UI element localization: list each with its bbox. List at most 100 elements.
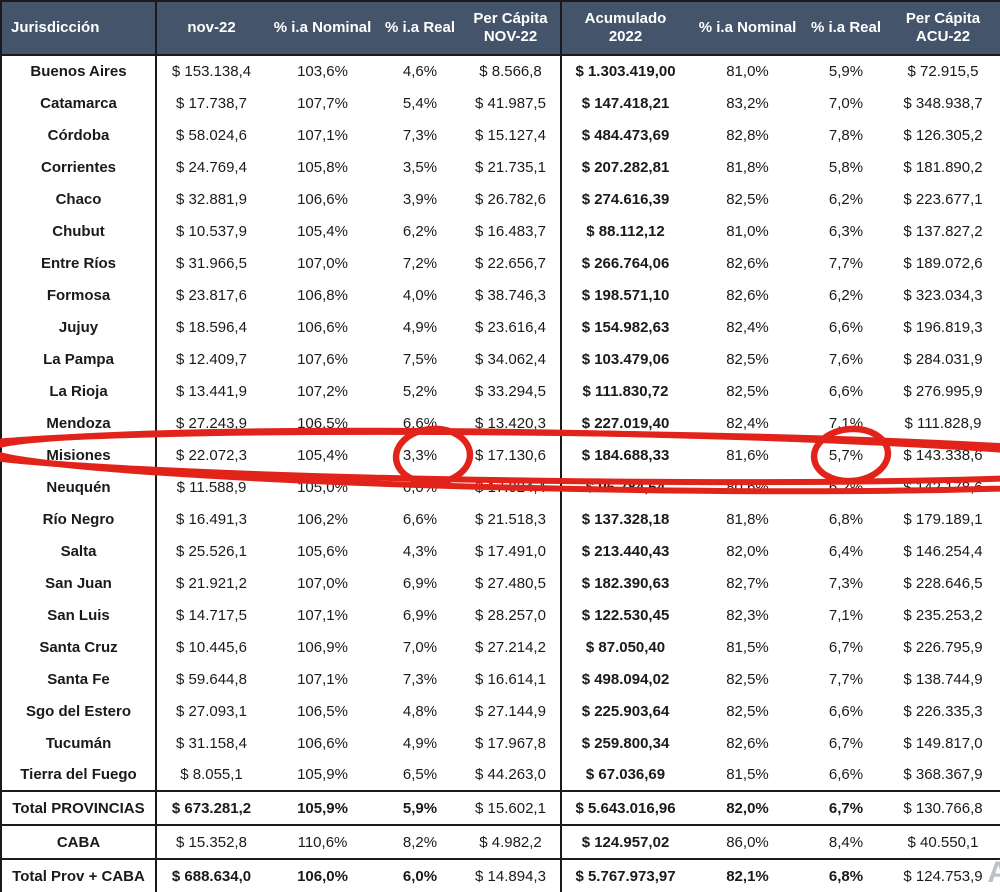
table-cell: $ 59.644,8 xyxy=(176,670,247,688)
table-cell: $ 27.214,2 xyxy=(461,631,562,663)
table-cell: $ 181.890,2 xyxy=(903,158,983,176)
table-cell: $ 111.830,72 xyxy=(582,382,669,400)
table-cell: $ 13.420,3 xyxy=(461,407,562,439)
table-cell: 80,6% xyxy=(726,478,769,496)
table-cell: 106,8% xyxy=(297,286,348,304)
table-header-row: Jurisdicción nov-22 % i.a Nominal % i.a Rea… xyxy=(1,1,1000,56)
table-cell: 82,5% xyxy=(726,670,769,688)
table-cell: 8,4% xyxy=(806,824,886,859)
table-row: Chubut $ 10.537,9 105,4% 6,2% $ 16.483,7 $ 88… xyxy=(1,215,1000,247)
table-cell: 4,6% xyxy=(402,63,438,80)
table-cell: $ 33.294,5 xyxy=(461,375,562,407)
table-cell: 6,8% xyxy=(828,510,864,528)
table-row: Buenos Aires $ 153.138,4 103,6% 4,6% $ 8.566… xyxy=(1,55,1000,87)
table-cell: 6,7% xyxy=(828,638,864,656)
table-cell: 83,2% xyxy=(726,94,769,112)
table-cell: $ 15.127,4 xyxy=(461,119,562,151)
column-header-line: % i.a Real xyxy=(384,19,456,37)
row-label: Tierra del Fuego xyxy=(1,759,157,791)
table-cell: 7,5% xyxy=(402,350,438,368)
row-label: Entre Ríos xyxy=(1,247,157,279)
table-cell: 81,5% xyxy=(726,766,769,783)
table-cell: 5,9% xyxy=(828,63,864,80)
table-cell: $ 23.817,6 xyxy=(176,286,247,304)
table-cell: $ 103.479,06 xyxy=(581,350,670,368)
column-header-line: ACU-22 xyxy=(915,28,971,45)
table-cell: 105,6% xyxy=(297,542,348,560)
column-header: nov-22 xyxy=(156,1,266,56)
table-cell: $ 323.034,3 xyxy=(903,286,983,304)
row-label: Salta xyxy=(1,535,157,567)
table-cell: $ 153.138,4 xyxy=(171,63,252,80)
table-cell: 107,0% xyxy=(297,574,348,592)
table-cell: $ 137.827,2 xyxy=(903,222,983,240)
table-cell: $ 24.769,4 xyxy=(176,158,247,176)
table-cell: 107,6% xyxy=(297,350,348,368)
table-cell: 5,4% xyxy=(402,94,438,112)
table-cell: 105,9% xyxy=(297,766,348,783)
table-cell: 4,8% xyxy=(402,702,438,720)
row-label: Mendoza xyxy=(1,407,157,439)
table-cell: $ 274.616,39 xyxy=(581,190,670,208)
table-row: La Rioja $ 13.441,9 107,2% 5,2% $ 33.294,5 $ … xyxy=(1,375,1000,407)
table-cell: 6,0% xyxy=(379,858,461,892)
table-cell: 6,2% xyxy=(828,190,864,208)
table-row: Córdoba $ 58.024,6 107,1% 7,3% $ 15.127,4 $ 4… xyxy=(1,119,1000,151)
row-label: Corrientes xyxy=(1,151,157,183)
table-cell: $ 8.055,1 xyxy=(180,766,243,783)
table-cell: 82,7% xyxy=(726,574,769,592)
table-cell: 7,7% xyxy=(828,670,864,688)
row-label: Santa Cruz xyxy=(1,631,157,663)
table-cell: $ 179.189,1 xyxy=(903,510,983,528)
table-cell: $ 18.596,4 xyxy=(176,318,247,336)
row-label: La Pampa xyxy=(1,343,157,375)
table-cell: $ 259.800,34 xyxy=(581,734,670,752)
table-cell: 86,0% xyxy=(689,824,806,859)
column-header-line: % i.a Nominal xyxy=(698,19,797,37)
row-label: Catamarca xyxy=(1,87,157,119)
table-cell: 7,1% xyxy=(828,606,864,624)
table-row: Sgo del Estero $ 27.093,1 106,5% 4,8% $ 27.1… xyxy=(1,695,1000,727)
table-cell: $ 235.253,2 xyxy=(903,606,983,624)
table-cell: $ 67.036,69 xyxy=(585,766,666,783)
row-label: Misiones xyxy=(1,439,157,471)
table-cell: 106,5% xyxy=(297,702,348,720)
table-cell: $ 122.530,45 xyxy=(581,606,670,624)
table-cell: 106,6% xyxy=(297,190,348,208)
table-cell: $ 227.019,40 xyxy=(581,414,670,432)
row-label: Total PROVINCIAS xyxy=(1,790,157,825)
table-row: Jujuy $ 18.596,4 106,6% 4,9% $ 23.616,4 $ 154… xyxy=(1,311,1000,343)
table-cell: 82,4% xyxy=(726,318,769,336)
table-cell: 82,6% xyxy=(726,286,769,304)
row-label: Neuquén xyxy=(1,471,157,503)
table-cell: $ 484.473,69 xyxy=(581,126,670,144)
table-cell: 105,0% xyxy=(297,478,348,496)
row-label: CABA xyxy=(1,824,157,859)
table-cell: 81,0% xyxy=(726,222,769,240)
row-label: Tucumán xyxy=(1,727,157,759)
table-cell: $ 154.982,63 xyxy=(581,318,670,336)
table-cell: 8,2% xyxy=(379,824,461,859)
table-cell: $ 146.254,4 xyxy=(903,542,983,560)
column-header-line: % i.a Real xyxy=(810,19,882,37)
table-cell: 82,6% xyxy=(726,734,769,752)
table-cell: 105,4% xyxy=(297,446,348,464)
row-label: Santa Fe xyxy=(1,663,157,695)
table-cell: 107,7% xyxy=(297,94,348,112)
table-row: Santa Fe $ 59.644,8 107,1% 7,3% $ 16.614,1 $ … xyxy=(1,663,1000,695)
table-row: San Juan $ 21.921,2 107,0% 6,9% $ 27.480,5 $ … xyxy=(1,567,1000,599)
table-cell: $ 38.746,3 xyxy=(461,279,562,311)
table-cell: $ 673.281,2 xyxy=(156,790,266,825)
row-label: Total Prov + CABA xyxy=(1,858,157,892)
table-cell: $ 184.688,33 xyxy=(581,446,670,464)
table-cell: $ 276.995,9 xyxy=(903,382,983,400)
table-cell: 107,1% xyxy=(297,606,348,624)
table-cell: 82,8% xyxy=(726,126,769,144)
table-cell: $ 4.982,2 xyxy=(461,824,562,859)
table-row: Total Prov + CABA $ 688.634,0 106,0% 6,0% $ … xyxy=(1,858,1000,892)
table-cell: $ 21.518,3 xyxy=(461,503,562,535)
column-header: Per Cápita NOV-22 xyxy=(461,1,562,56)
table-cell: $ 124.753,9 xyxy=(886,858,1000,892)
